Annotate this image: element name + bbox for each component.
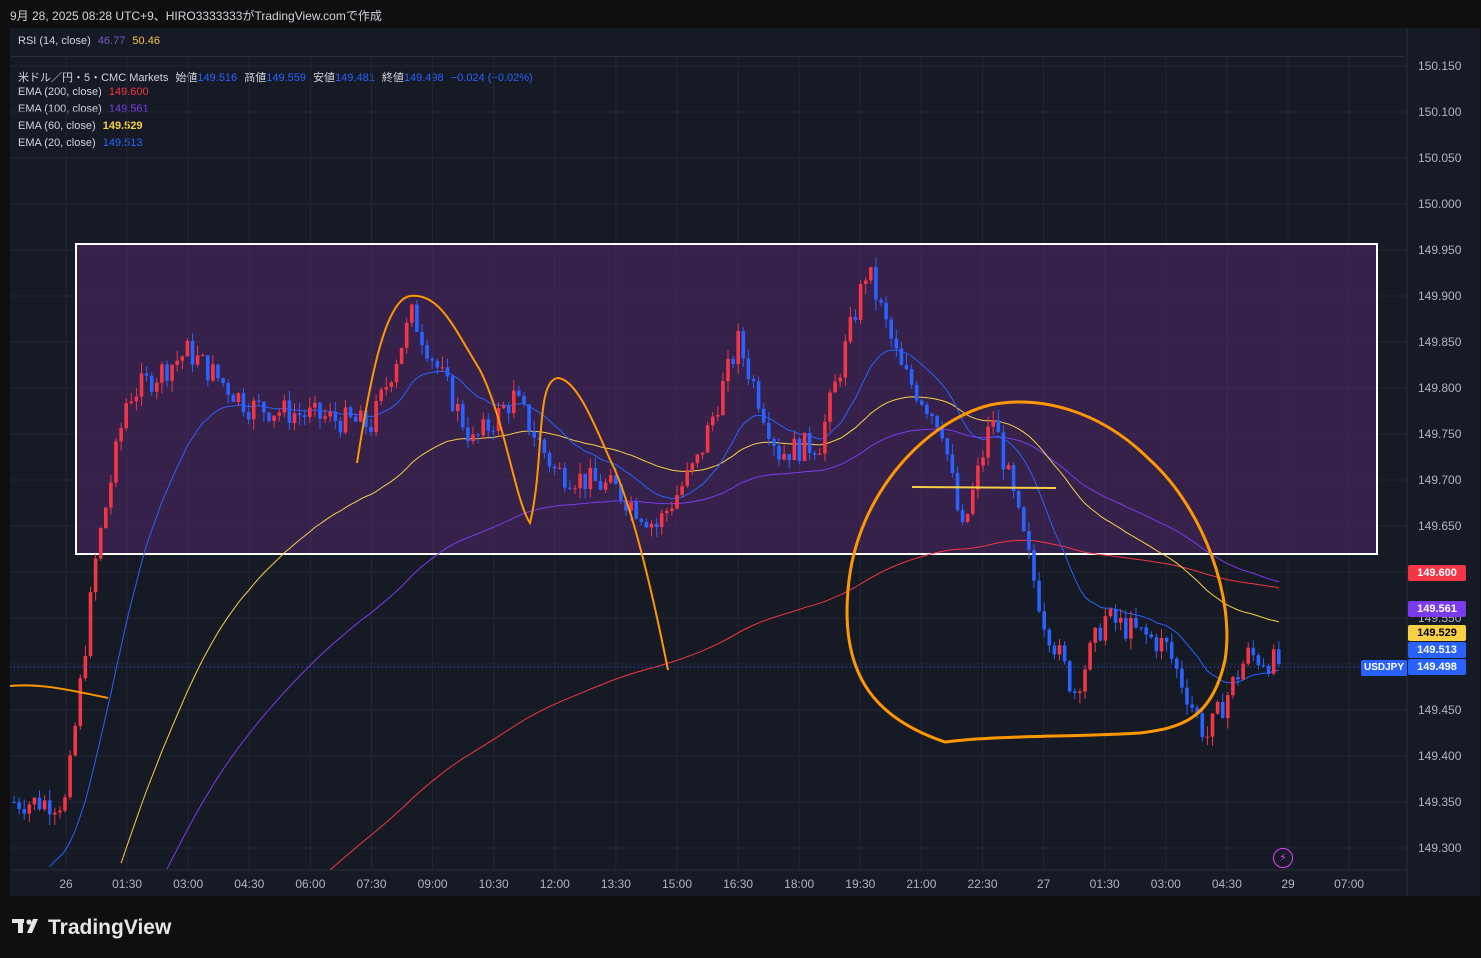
low-label: 安値: [313, 72, 336, 84]
top-caption-bar: 9月 28, 2025 08:28 UTC+9、HIRO3333333がTrad…: [0, 0, 1481, 28]
symbol-label: 米ドル／円・5・CMC Markets: [18, 72, 169, 84]
rsi-value-1: 46.77: [97, 35, 126, 47]
open-value: 149.516: [197, 72, 238, 84]
ema-200-label: EMA (200, close): [18, 86, 102, 98]
close-label: 終値: [381, 72, 404, 84]
tradingview-logo-icon: [12, 919, 38, 934]
change-value: −0.024 (−0.02%): [450, 72, 533, 84]
chart-caption: 9月 28, 2025 08:28 UTC+9、HIRO3333333がTrad…: [10, 9, 382, 23]
high-value: 149.559: [266, 72, 306, 84]
rsi-label: RSI (14, close): [18, 35, 91, 47]
ema-100-value: 149.561: [108, 103, 149, 115]
bolt-icon[interactable]: ⚡: [1273, 848, 1293, 868]
ema-60-label: EMA (60, close): [18, 120, 96, 132]
ema-100-price-tag: 149.561: [1408, 601, 1466, 617]
ema-60-legend[interactable]: EMA (60, close) 149.529: [18, 120, 146, 132]
ema-20-legend[interactable]: EMA (20, close) 149.513: [18, 137, 146, 149]
ema-20-price-tag: 149.513: [1408, 642, 1466, 658]
ema-200-value: 149.600: [108, 86, 149, 98]
ema-100-label: EMA (100, close): [18, 103, 102, 115]
symbol-tag: USDJPY: [1361, 660, 1407, 676]
pane-separator[interactable]: [10, 56, 1405, 57]
chart-frame[interactable]: [10, 28, 1480, 896]
main-legend[interactable]: 米ドル／円・5・CMC Markets 始値149.516 高値149.559 …: [18, 69, 537, 85]
ema-100-legend[interactable]: EMA (100, close) 149.561: [18, 103, 153, 115]
rsi-legend[interactable]: RSI (14, close) 46.77 50.46: [18, 35, 164, 47]
ema-60-value: 149.529: [102, 120, 143, 132]
tradingview-logo[interactable]: TradingView: [12, 916, 171, 940]
ema-20-value: 149.513: [102, 137, 143, 149]
low-value: 149.481: [335, 72, 375, 84]
high-label: 高値: [244, 72, 267, 84]
ema-200-price-tag: 149.600: [1408, 565, 1466, 581]
tradingview-logo-text: TradingView: [48, 916, 172, 939]
open-label: 始値: [175, 72, 198, 84]
ema-60-price-tag: 149.529: [1408, 625, 1466, 641]
rsi-value-2: 50.46: [132, 35, 160, 47]
footer: [0, 896, 1481, 958]
ema-20-label: EMA (20, close): [18, 137, 96, 149]
close-value: 149.498: [403, 72, 444, 84]
ema-200-legend[interactable]: EMA (200, close) 149.600: [18, 86, 153, 98]
last-price-tag: 149.498: [1408, 659, 1466, 675]
